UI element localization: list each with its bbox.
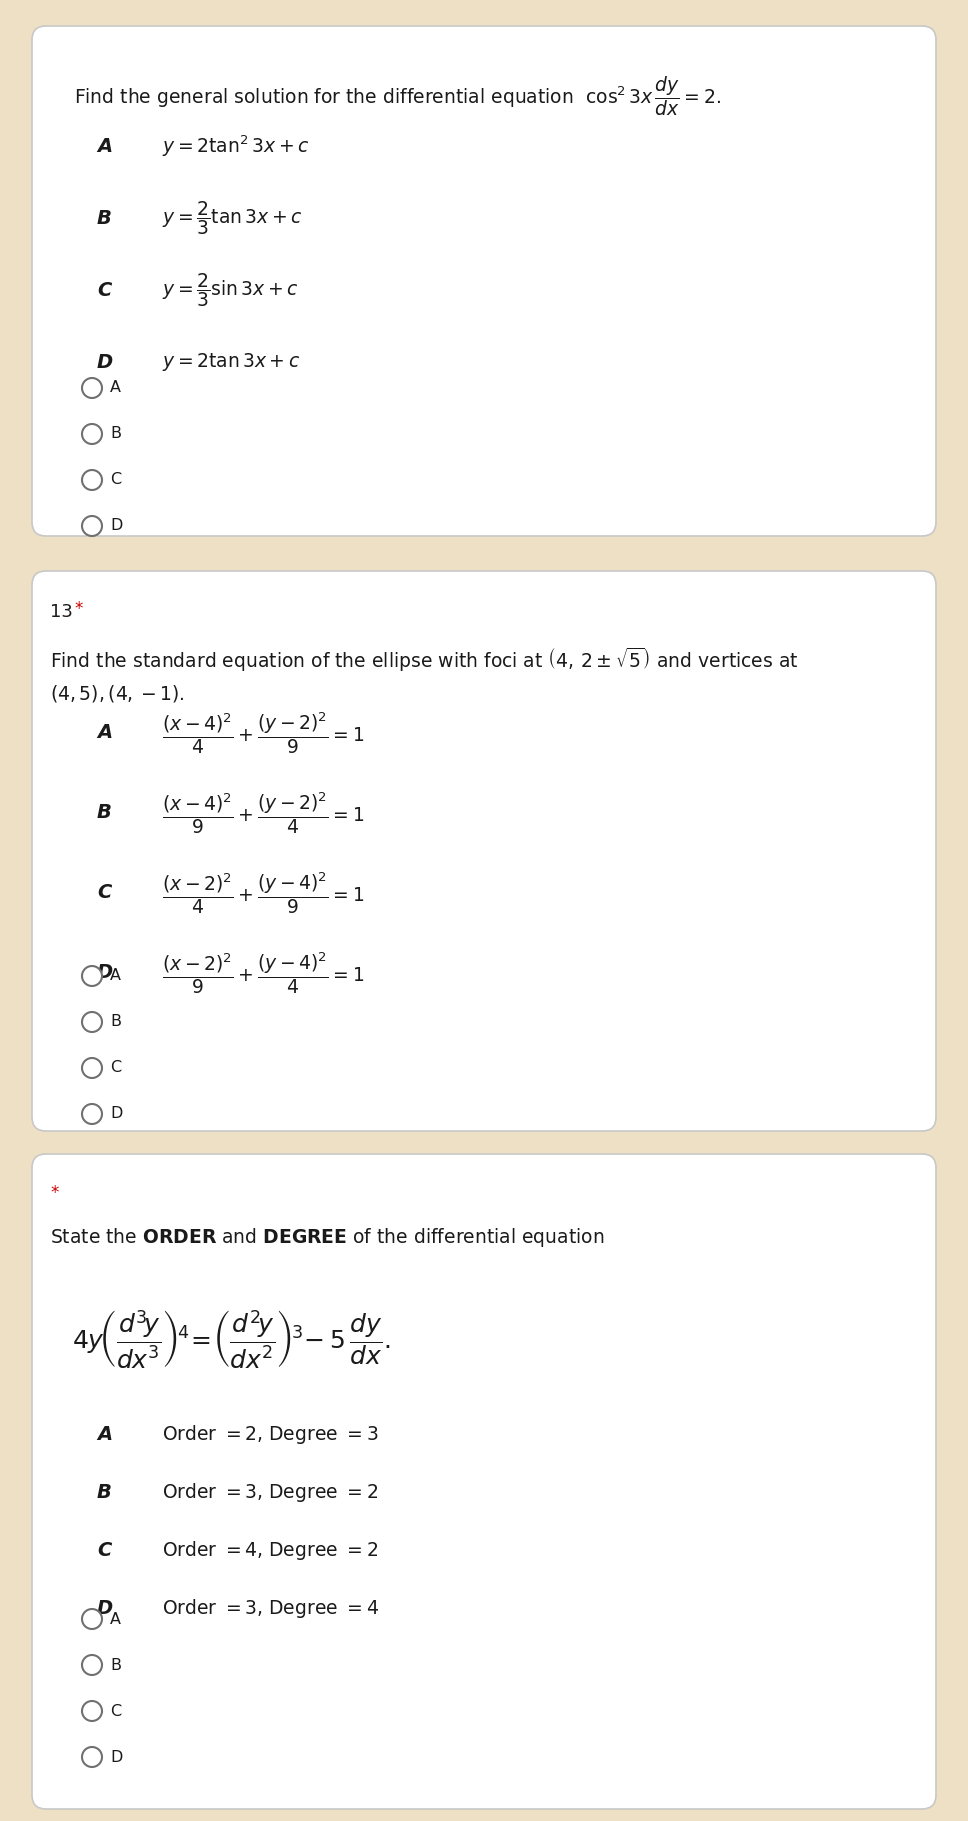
Text: Find the standard equation of the ellipse with foci at $\left(4,\,2\pm\sqrt{5}\r: Find the standard equation of the ellips… [50, 646, 799, 674]
Text: $\dfrac{(x-2)^2}{4}+\dfrac{(y-4)^2}{9}=1$: $\dfrac{(x-2)^2}{4}+\dfrac{(y-4)^2}{9}=1… [162, 870, 364, 916]
Text: D: D [97, 353, 113, 371]
Text: $4y\!\left(\dfrac{d^3\!y}{dx^3}\right)^{\!4}\!=\!\left(\dfrac{d^2\!y}{dx^2}\righ: $4y\!\left(\dfrac{d^3\!y}{dx^3}\right)^{… [72, 1309, 391, 1371]
Text: D: D [110, 1750, 122, 1765]
Circle shape [82, 1610, 102, 1630]
Text: Order $= 2$, Degree $= 3$: Order $= 2$, Degree $= 3$ [162, 1422, 378, 1446]
FancyBboxPatch shape [32, 25, 936, 535]
Text: C: C [97, 280, 111, 299]
FancyBboxPatch shape [32, 572, 936, 1131]
Circle shape [82, 470, 102, 490]
Text: $\dfrac{(x-2)^2}{9}+\dfrac{(y-4)^2}{4}=1$: $\dfrac{(x-2)^2}{9}+\dfrac{(y-4)^2}{4}=1… [162, 951, 364, 996]
Text: $y = 2\tan 3x + c$: $y = 2\tan 3x + c$ [162, 351, 300, 373]
FancyBboxPatch shape [32, 1155, 936, 1808]
Text: D: D [110, 519, 122, 534]
Text: *: * [74, 599, 82, 617]
Text: $y = \dfrac{2}{3}\sin 3x + c$: $y = \dfrac{2}{3}\sin 3x + c$ [162, 271, 299, 310]
Text: Find the general solution for the differential equation  $\cos^2 3x\,\dfrac{dy}{: Find the general solution for the differ… [74, 75, 721, 118]
Text: C: C [97, 883, 111, 903]
Text: C: C [110, 472, 121, 488]
Text: Order $= 3$, Degree $= 2$: Order $= 3$, Degree $= 2$ [162, 1480, 378, 1504]
Text: A: A [110, 969, 121, 983]
Text: 13: 13 [50, 603, 73, 621]
Circle shape [82, 1701, 102, 1721]
Text: B: B [110, 426, 121, 441]
Text: $\dfrac{(x-4)^2}{9}+\dfrac{(y-2)^2}{4}=1$: $\dfrac{(x-4)^2}{9}+\dfrac{(y-2)^2}{4}=1… [162, 790, 364, 836]
Text: B: B [97, 1482, 112, 1502]
Text: Order $= 4$, Degree $= 2$: Order $= 4$, Degree $= 2$ [162, 1539, 378, 1561]
Text: B: B [110, 1657, 121, 1672]
Text: B: B [110, 1014, 121, 1029]
Text: A: A [97, 137, 112, 155]
Circle shape [82, 515, 102, 535]
Circle shape [82, 1012, 102, 1033]
Text: $y = 2\tan^2 3x + c$: $y = 2\tan^2 3x + c$ [162, 133, 310, 158]
Text: $(4,5),(4,-1)$.: $(4,5),(4,-1)$. [50, 683, 185, 705]
Text: B: B [97, 208, 112, 228]
Text: A: A [110, 1612, 121, 1626]
Circle shape [82, 1655, 102, 1675]
Circle shape [82, 965, 102, 985]
Text: A: A [97, 1424, 112, 1444]
Text: D: D [110, 1107, 122, 1122]
Circle shape [82, 1746, 102, 1766]
Text: D: D [97, 1599, 113, 1617]
Circle shape [82, 424, 102, 444]
Text: *: * [50, 1184, 58, 1202]
Text: A: A [97, 723, 112, 743]
Circle shape [82, 1058, 102, 1078]
Text: State the $\bf{ORDER}$ and $\bf{DEGREE}$ of the differential equation: State the $\bf{ORDER}$ and $\bf{DEGREE}$… [50, 1226, 605, 1249]
Text: B: B [97, 803, 112, 823]
Circle shape [82, 1104, 102, 1124]
Text: $\dfrac{(x-4)^2}{4}+\dfrac{(y-2)^2}{9}=1$: $\dfrac{(x-4)^2}{4}+\dfrac{(y-2)^2}{9}=1… [162, 710, 364, 756]
Text: C: C [97, 1541, 111, 1559]
Text: A: A [110, 381, 121, 395]
Circle shape [82, 379, 102, 399]
Text: D: D [97, 963, 113, 983]
Text: C: C [110, 1703, 121, 1719]
Text: C: C [110, 1060, 121, 1076]
Text: Order $= 3$, Degree $= 4$: Order $= 3$, Degree $= 4$ [162, 1597, 379, 1619]
Text: $y = \dfrac{2}{3}\tan 3x + c$: $y = \dfrac{2}{3}\tan 3x + c$ [162, 198, 303, 237]
